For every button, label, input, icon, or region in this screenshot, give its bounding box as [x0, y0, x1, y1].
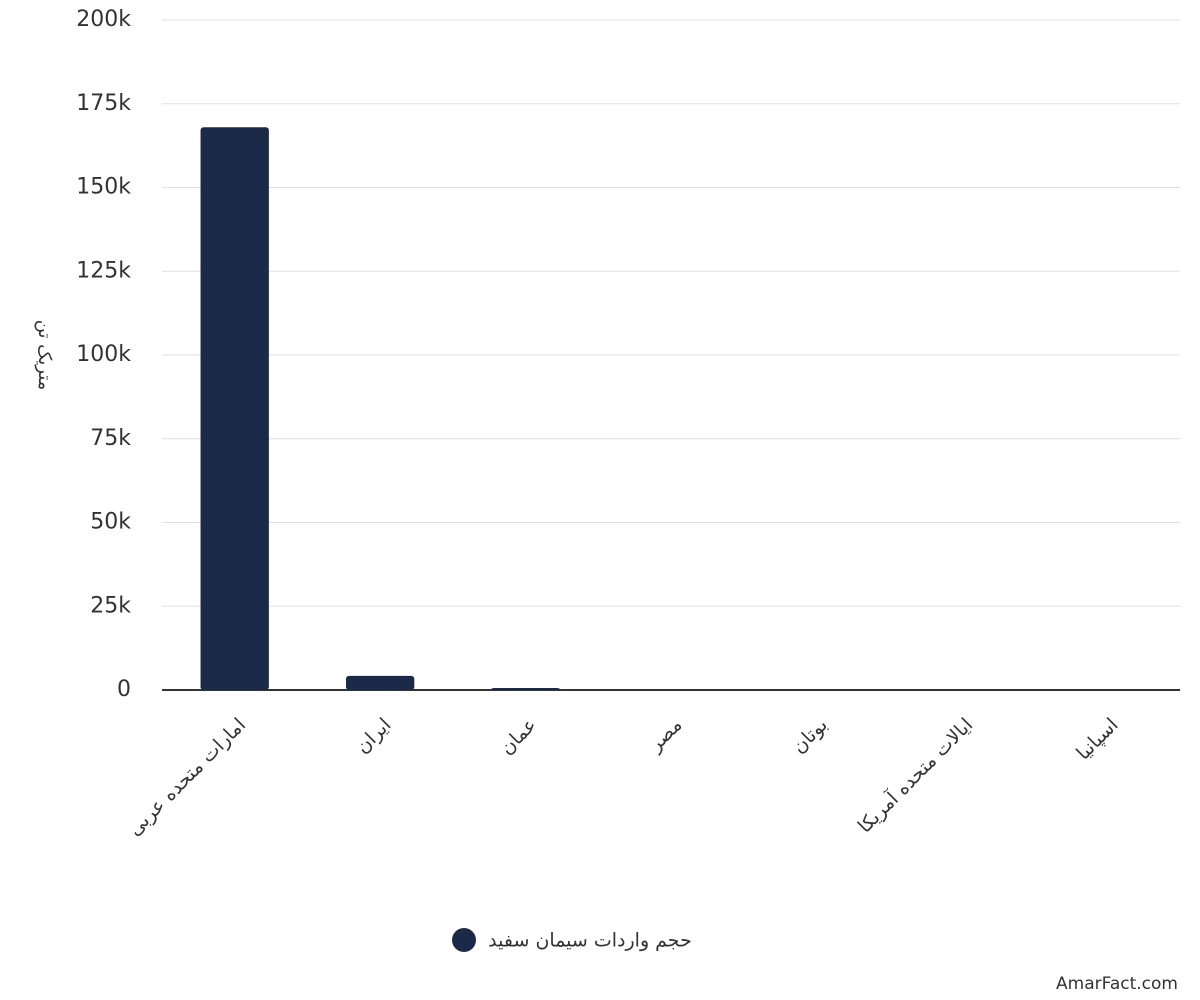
y-tick-label: 50k: [90, 510, 131, 535]
bar: [345, 675, 415, 690]
x-tick-label: ایالات متحده آمریکا: [852, 712, 977, 837]
legend-label: حجم واردات سیمان سفید: [488, 930, 692, 952]
bar: [200, 127, 269, 690]
y-tick-label: 175k: [76, 91, 131, 116]
y-tick-label: 200k: [76, 7, 131, 32]
x-tick-label: امارات متحده عربی: [124, 714, 250, 840]
y-tick-label: 150k: [76, 175, 131, 200]
y-axis-label: متریک تن: [34, 320, 55, 391]
watermark: AmarFact.com: [1056, 974, 1178, 994]
y-tick-label: 125k: [76, 258, 131, 283]
x-tick-label: بوتان: [788, 714, 832, 758]
y-tick-label: 25k: [90, 593, 131, 618]
y-tick-label: 100k: [76, 342, 131, 367]
x-tick-label: ایران: [352, 714, 396, 758]
x-tick-label: مصر: [644, 714, 687, 757]
x-tick-label: اسپانیا: [1072, 714, 1123, 765]
bar: [491, 687, 560, 690]
y-tick-label: 75k: [90, 426, 131, 451]
legend-marker: [452, 928, 476, 952]
y-tick-label: 0: [117, 677, 131, 702]
x-tick-label: عمان: [496, 714, 541, 759]
